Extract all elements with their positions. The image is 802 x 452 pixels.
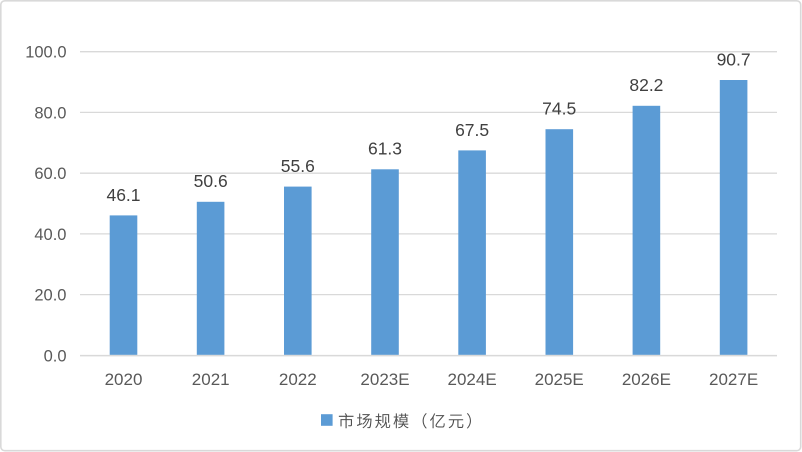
svg-text:20.0: 20.0 xyxy=(34,287,66,305)
svg-text:61.3: 61.3 xyxy=(368,139,402,159)
svg-text:50.6: 50.6 xyxy=(194,171,228,191)
svg-text:2027E: 2027E xyxy=(709,370,758,389)
svg-text:2025E: 2025E xyxy=(535,370,584,389)
svg-text:67.5: 67.5 xyxy=(455,120,489,140)
svg-text:2021: 2021 xyxy=(192,370,230,389)
svg-text:100.0: 100.0 xyxy=(25,44,66,62)
svg-text:74.5: 74.5 xyxy=(542,99,576,119)
svg-text:55.6: 55.6 xyxy=(281,156,315,176)
svg-text:2024E: 2024E xyxy=(448,370,497,389)
svg-text:90.7: 90.7 xyxy=(717,49,751,69)
svg-text:80.0: 80.0 xyxy=(34,104,66,122)
svg-text:0.0: 0.0 xyxy=(44,347,67,365)
svg-text:2022: 2022 xyxy=(279,370,317,389)
svg-text:82.2: 82.2 xyxy=(629,75,663,95)
svg-text:60.0: 60.0 xyxy=(34,165,66,183)
svg-text:40.0: 40.0 xyxy=(34,226,66,244)
svg-text:2026E: 2026E xyxy=(622,370,671,389)
svg-text:46.1: 46.1 xyxy=(106,185,140,205)
svg-text:2023E: 2023E xyxy=(360,370,409,389)
svg-text:2020: 2020 xyxy=(105,370,143,389)
